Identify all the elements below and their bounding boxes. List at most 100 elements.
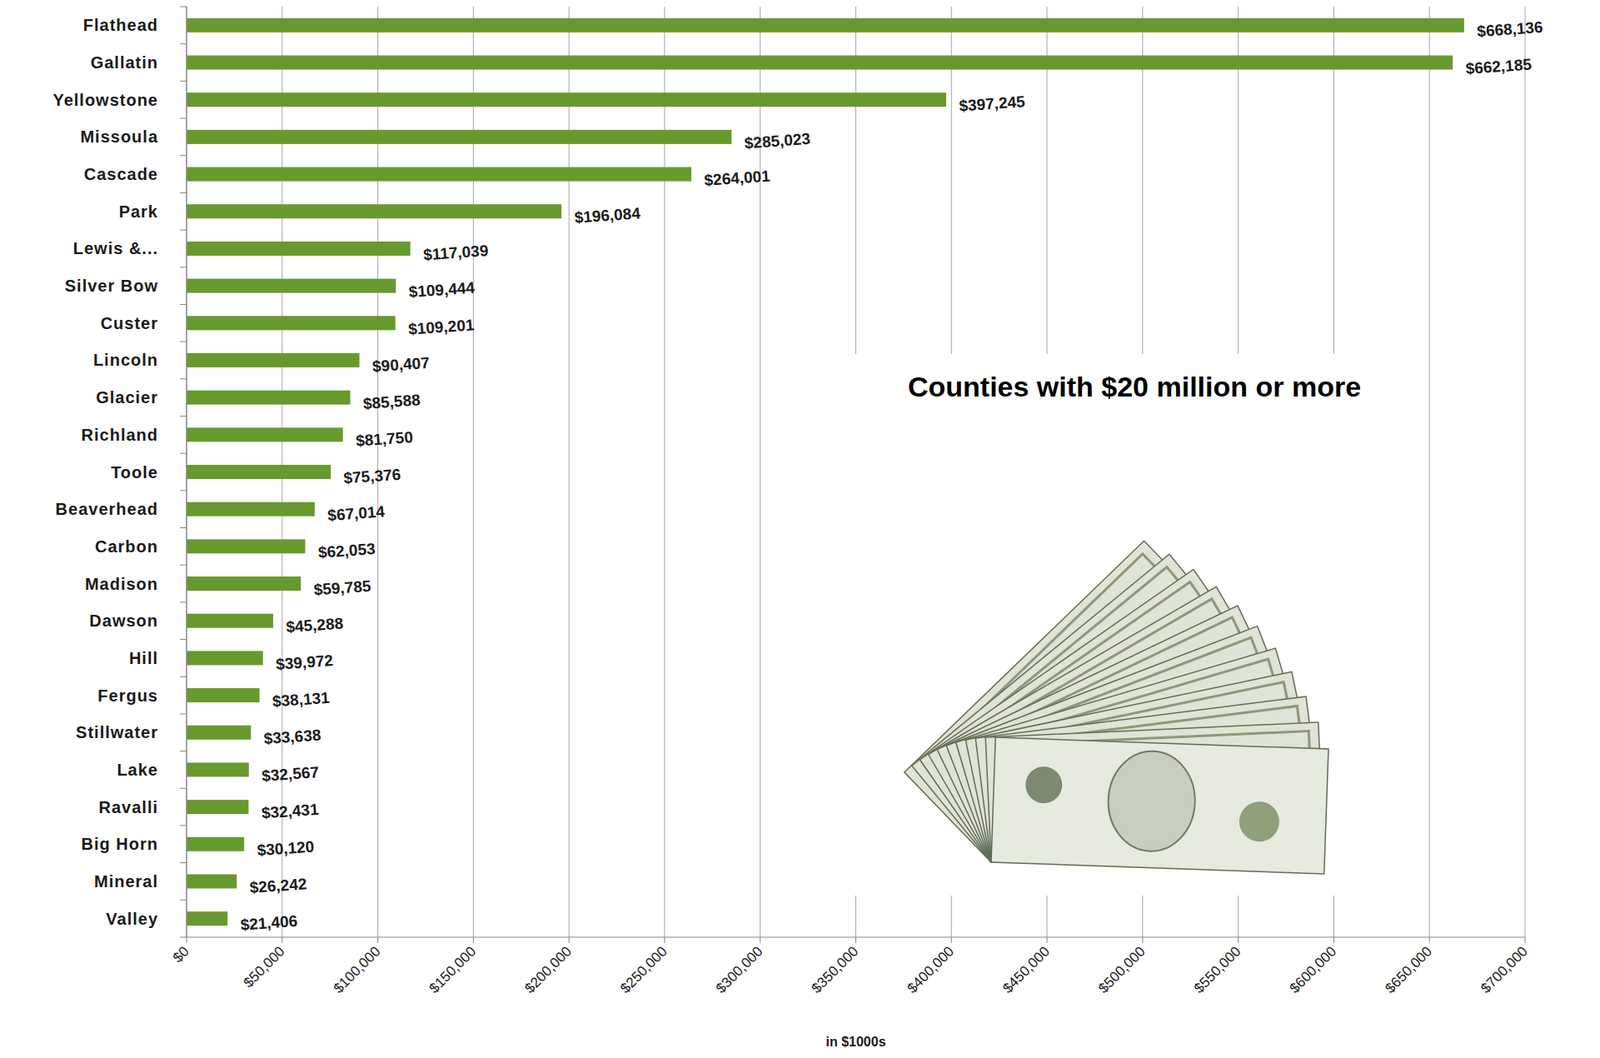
category-label: Yellowstone — [52, 90, 159, 110]
data-label: $85,588 — [362, 390, 421, 413]
tick-label: $0 — [169, 942, 193, 966]
category-tick — [179, 6, 187, 8]
tick-mark — [663, 937, 665, 943]
tick-label: $600,000 — [1286, 942, 1341, 997]
axis-title: in $1000s — [825, 1034, 886, 1049]
tick-mark — [281, 937, 283, 943]
category-label: Glacier — [95, 388, 159, 407]
data-label: $39,972 — [275, 651, 334, 673]
tick-mark — [759, 937, 761, 943]
category-label: Custer — [100, 314, 159, 333]
category-tick — [179, 601, 187, 603]
tick-label: $450,000 — [999, 942, 1053, 997]
banknote-portrait — [1106, 749, 1197, 853]
data-label: $662,185 — [1465, 55, 1533, 79]
data-label: $75,376 — [343, 465, 402, 488]
tick-label: $400,000 — [904, 942, 958, 997]
data-label: $67,014 — [327, 502, 386, 524]
category-label: Carbon — [94, 537, 159, 556]
tick-mark — [1429, 937, 1431, 943]
category-label: Ravalli — [99, 797, 159, 817]
tick-label: $350,000 — [808, 942, 863, 997]
bar — [186, 873, 237, 888]
category-label: Madison — [84, 574, 159, 594]
banknote-fan — [904, 540, 1329, 874]
bar — [186, 725, 251, 740]
tick-mark — [377, 937, 379, 943]
x-tick-labels: $0$50,000$100,000$150,000$200,000$250,00… — [169, 937, 1531, 997]
bar — [186, 576, 301, 591]
category-tick — [179, 118, 187, 120]
category-label: Stillwater — [75, 722, 159, 742]
category-label: Beaverhead — [55, 499, 159, 519]
category-label: Lake — [116, 760, 159, 779]
bar — [186, 464, 331, 479]
tick-label: $100,000 — [330, 942, 384, 997]
category-tick — [179, 266, 187, 268]
bar — [186, 502, 315, 517]
bar — [186, 799, 249, 814]
data-label: $38,131 — [271, 688, 330, 711]
category-tick — [179, 527, 187, 529]
data-label: $90,407 — [371, 353, 430, 376]
tick-label: $50,000 — [240, 942, 289, 991]
bar — [186, 241, 411, 256]
bar — [186, 538, 305, 554]
category-tick — [179, 341, 187, 343]
data-label: $109,201 — [408, 315, 476, 339]
tick-label: $700,000 — [1477, 942, 1531, 997]
category-tick — [179, 453, 187, 454]
tick-mark — [186, 937, 188, 943]
data-label: $264,001 — [703, 167, 772, 190]
data-label: $62,053 — [317, 539, 376, 562]
category-tick — [179, 489, 187, 491]
category-label: Park — [119, 202, 159, 221]
data-label: $21,406 — [239, 912, 299, 934]
bar — [186, 353, 360, 368]
category-tick — [179, 712, 187, 714]
data-label: $32,567 — [261, 762, 320, 785]
grid-line — [1525, 6, 1526, 938]
bar — [186, 315, 396, 330]
grid-line — [186, 6, 188, 938]
tick-mark — [1141, 937, 1143, 943]
category-label: Lewis &... — [73, 239, 159, 258]
tick-mark — [951, 937, 953, 943]
grid-line — [663, 6, 665, 938]
category-label: Silver Bow — [64, 276, 159, 295]
category-tick — [179, 638, 187, 640]
category-label: Toole — [110, 463, 159, 482]
category-tick — [179, 750, 187, 752]
title: Counties with $20 million or more — [907, 370, 1361, 403]
category-tick — [179, 43, 187, 45]
data-label: $59,785 — [313, 577, 372, 599]
tick-mark — [1333, 937, 1335, 943]
category-tick — [179, 564, 187, 566]
money-image — [853, 353, 1421, 896]
tick-mark — [1525, 937, 1526, 943]
image-panel — [853, 353, 1421, 896]
banknote-seal — [1238, 800, 1281, 843]
tick-label: $250,000 — [617, 942, 671, 997]
bar — [186, 762, 250, 777]
data-label: $109,444 — [408, 279, 476, 302]
tick-label: $550,000 — [1191, 942, 1245, 997]
tick-label: $650,000 — [1381, 942, 1436, 997]
category-label: Richland — [81, 425, 159, 444]
data-labels: $668,136$662,185$397,245$285,023$264,001… — [239, 18, 1544, 934]
data-label: $117,039 — [423, 241, 489, 264]
bar — [186, 167, 692, 182]
category-tick — [179, 676, 187, 678]
banknote — [991, 737, 1329, 874]
bar — [186, 55, 1453, 70]
category-label: Mineral — [94, 872, 159, 891]
tick-label: $200,000 — [521, 942, 575, 997]
category-tick — [179, 862, 187, 863]
bars — [186, 18, 1465, 926]
background — [0, 0, 1600, 1058]
category-tick — [179, 80, 187, 82]
bar — [186, 911, 228, 926]
category-label: Gallatin — [90, 53, 159, 72]
category-label: Valley — [105, 909, 159, 928]
banknote-seal — [1025, 765, 1064, 804]
